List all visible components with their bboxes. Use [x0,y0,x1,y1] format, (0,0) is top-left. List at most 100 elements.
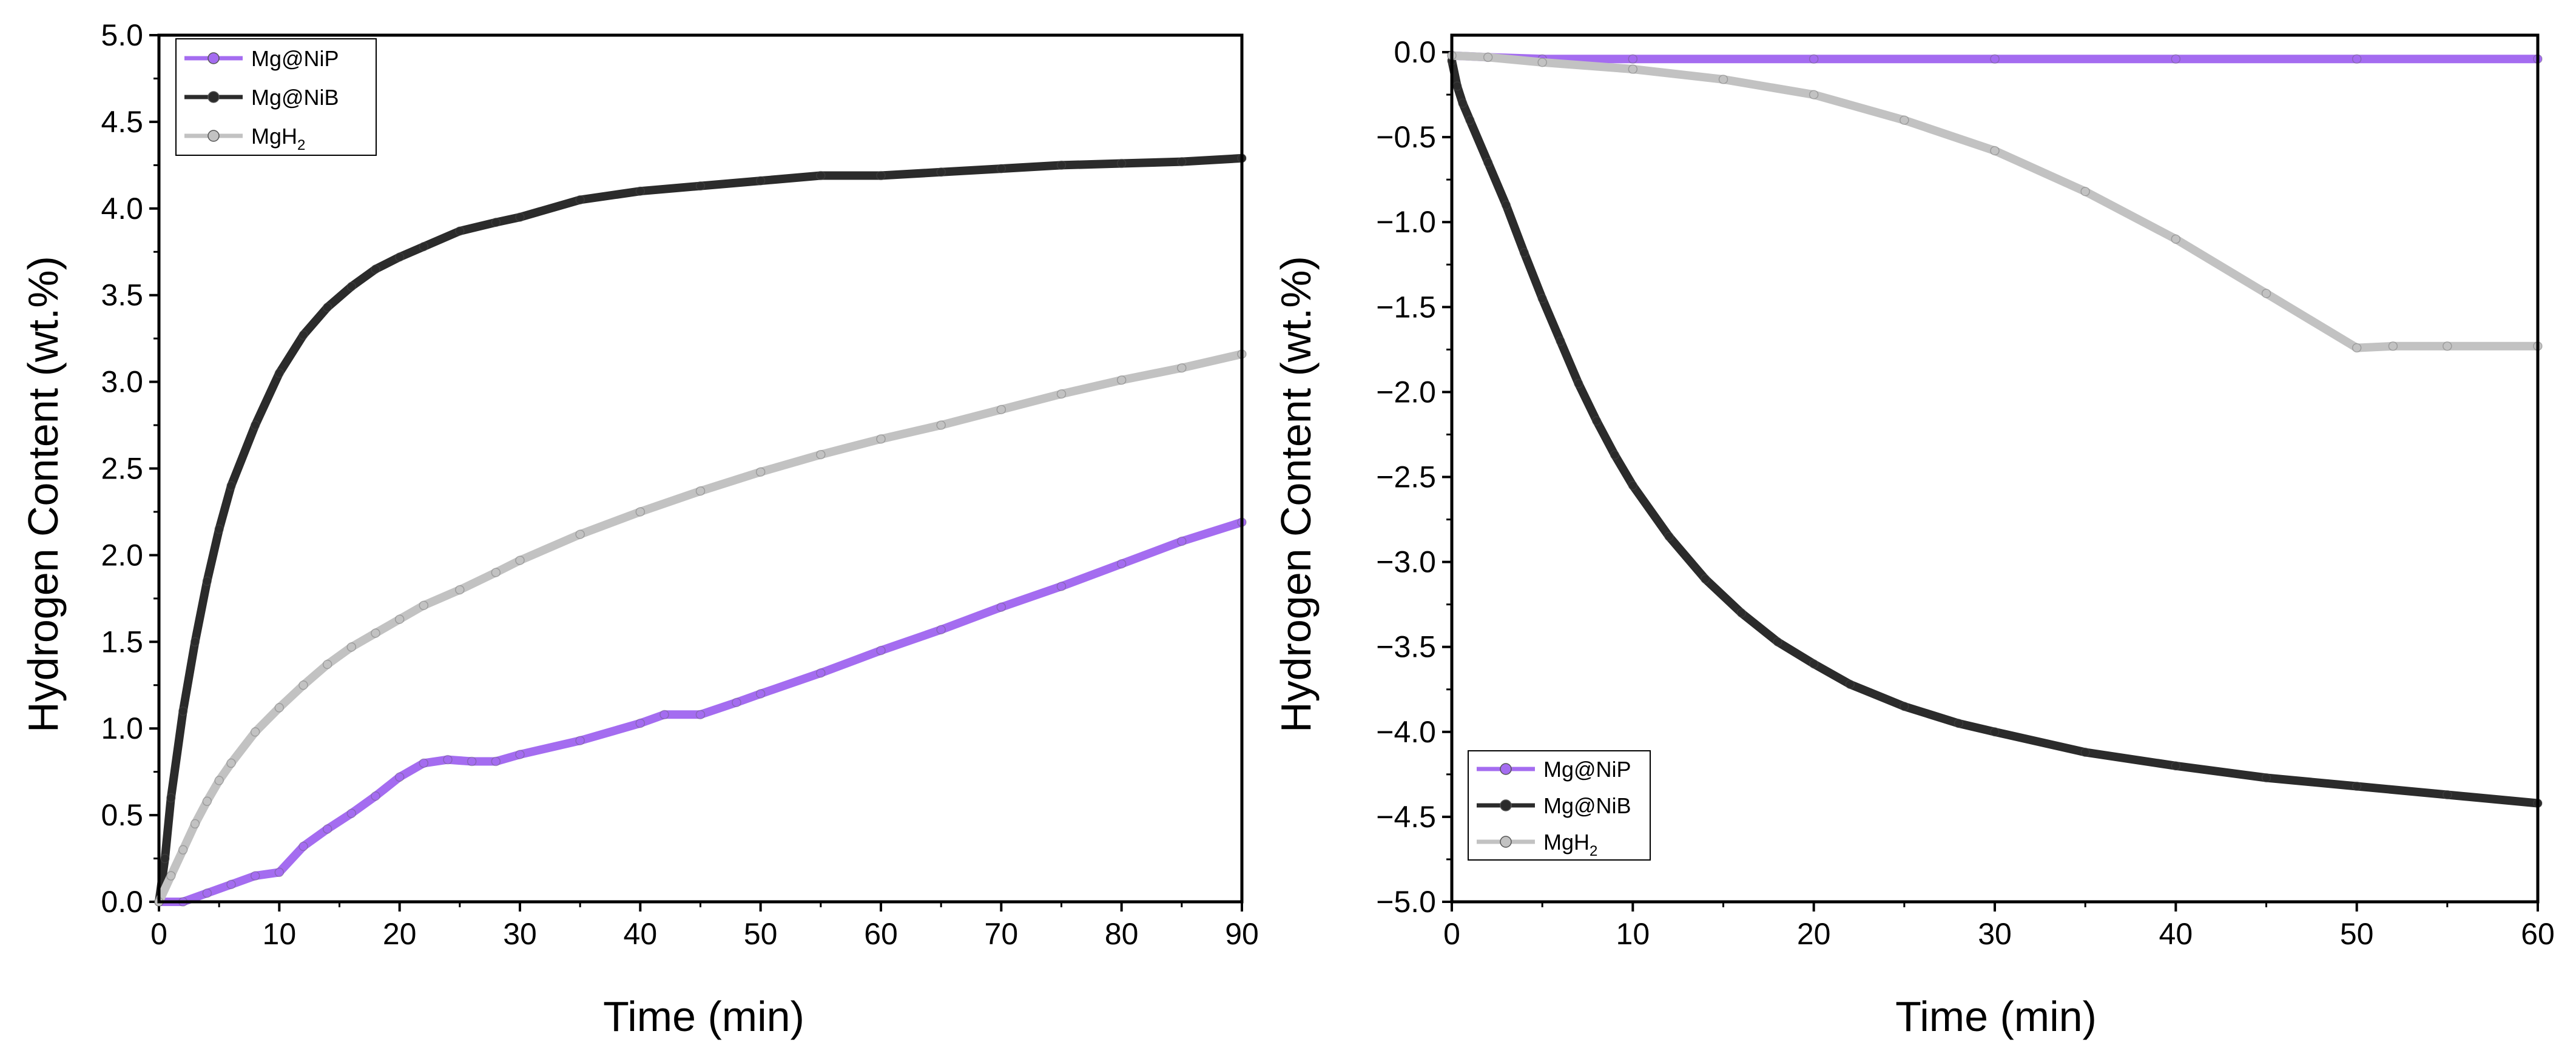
right-series-mg-nip-point [1809,54,1819,64]
right-series-mgh2-point [1990,146,2000,156]
right-series-mg-nib-point [1900,702,1909,711]
right-y-tick-label: −2.5 [1376,460,1436,494]
left-series-mg-nib-point [419,241,429,252]
right-y-tick-label: −2.0 [1376,375,1436,409]
left-series-mg-nib-point [575,195,585,205]
right-legend-marker-mg-nip [1500,763,1512,775]
left-series-mg-nib-point [515,212,525,222]
left-series-mg-nib-point [178,706,188,716]
left-series-mgh2-point [166,871,176,881]
right-series-mg-nib-point [1773,637,1782,647]
right-series-mgh2-point [1628,64,1638,74]
left-series-mgh2-point [491,568,501,577]
left-series-mg-nib-point [816,170,826,181]
left-x-tick-label: 30 [503,917,537,951]
right-legend-marker-mg-nib [1500,799,1512,811]
right-series-mg-nib-point [2080,747,2090,757]
left-series-mgh2-point [226,758,236,768]
left-series-mg-nip-point [695,710,706,720]
left-y-tick-label: 0.5 [101,798,143,832]
left-series-mg-nib-point [695,181,706,191]
left-series-mg-nip-point [419,758,429,768]
left-series-mg-nip-point [250,871,260,881]
left-series-mg-nib-point [491,217,501,227]
left-series-layer [154,153,1247,907]
right-legend-label-mg-nib: Mg@NiB [1543,793,1631,818]
left-x-tick-label: 70 [985,917,1019,951]
left-series-mgh2-point [202,796,212,806]
left-series-mgh2-point [322,659,332,670]
right-series-mg-nib-point [1556,336,1565,346]
left-series-mg-nip-point [755,689,766,699]
left-series-mgh2-point [178,845,188,855]
left-series-mgh2-point [455,585,465,595]
left-series-mg-nip-point [371,791,380,801]
left-legend-label-mg-nip: Mg@NiP [251,46,339,71]
left-legend-marker-mg-nip [207,52,220,64]
left-series-mg-nib-point [202,576,212,586]
left-series-mgh2-point [346,642,357,652]
right-series-mg-nib-point [1483,158,1493,167]
left-y-tick-label: 2.0 [101,538,143,572]
right-x-tick-label: 30 [1978,917,2012,951]
left-x-tick-label: 90 [1225,917,1259,951]
right-series-mg-nib-point [1809,659,1819,669]
left-y-tick-label: 1.0 [101,711,143,745]
left-series-mgh2-point [371,628,380,638]
left-legend-marker-mg-nib [207,91,220,103]
right-series-mg-nib-point [1845,679,1855,690]
right-y-axis-title: Hydrogen Content (wt.%) [1272,256,1320,733]
right-plot-frame [1450,33,2540,904]
right-series-mg-nib-point [1628,480,1638,491]
right-y-tick-label: −1.0 [1376,205,1436,239]
right-series-mg-nip-point [1990,54,2000,64]
left-series-mg-nib-point [371,264,380,274]
right-series-mg-nib-point [1501,200,1511,210]
left-series-mg-nib-point [250,420,260,430]
left-series-mg-nip-point [443,754,453,765]
right-legend-marker-mgh2 [1500,836,1512,848]
left-series-mg-nib-point [1116,158,1127,169]
right-x-tick-label: 10 [1616,917,1650,951]
left-series-mg-nip-point [575,736,585,745]
left-legend-label-mgh2: MgH2 [251,124,305,153]
right-series-layer [1447,50,2543,808]
right-y-tick-label: −1.5 [1376,290,1436,324]
right-series-mg-nib-point [1700,574,1710,584]
right-series-mg-nib-point [1736,608,1747,618]
left-series-mg-nip-point [515,750,525,759]
left-x-tick-label: 60 [864,917,898,951]
right-series-mg-nib-point [1452,81,1462,91]
left-x-tick-label: 40 [624,917,658,951]
right-series-mg-nib-point [1465,115,1475,125]
left-legend: Mg@NiP Mg@NiB MgH2 [175,38,377,156]
left-series-mg-nip-point [491,756,501,767]
left-series-mg-nib-point [996,164,1006,173]
left-y-tick-label: 3.0 [101,365,143,399]
right-series-mgh2-point [1809,90,1819,99]
left-series-mg-nib-point [214,524,224,534]
left-chart-panel: Time (min) Hydrogen Content (wt.%) 0 10 20… [19,18,1259,1040]
left-series-mg-nib-point [635,186,646,196]
left-series-mg-nib-point [346,281,357,292]
left-series-mg-nip-point [816,668,826,678]
left-series-mgh2-point [996,405,1006,415]
right-series-mgh2-point [1718,75,1728,84]
left-series-mg-nip-point [322,824,332,834]
right-y-tick-label: −3.5 [1376,630,1436,664]
right-series-mgh2-point [2352,343,2362,353]
right-series-mgh2-point [2388,341,2398,351]
right-x-axis-title: Time (min) [1895,993,2097,1040]
left-series-mgh2-point [635,507,646,517]
left-series-mg-nip-point [936,625,946,635]
right-series-mg-nip-point [1628,54,1638,64]
right-series-mg-nib-line [1448,56,2542,808]
left-series-mgh2-point [575,529,585,539]
left-y-tick-label: 5.0 [101,18,143,52]
left-series-mg-nib-point [298,330,308,340]
right-series-mg-nib-point [1990,727,2000,737]
right-y-tick-label: −0.5 [1376,120,1436,154]
right-series-mg-nib-point [2261,773,2271,783]
left-series-mg-nip-point [467,756,477,767]
left-series-mg-nib-point [226,481,236,491]
